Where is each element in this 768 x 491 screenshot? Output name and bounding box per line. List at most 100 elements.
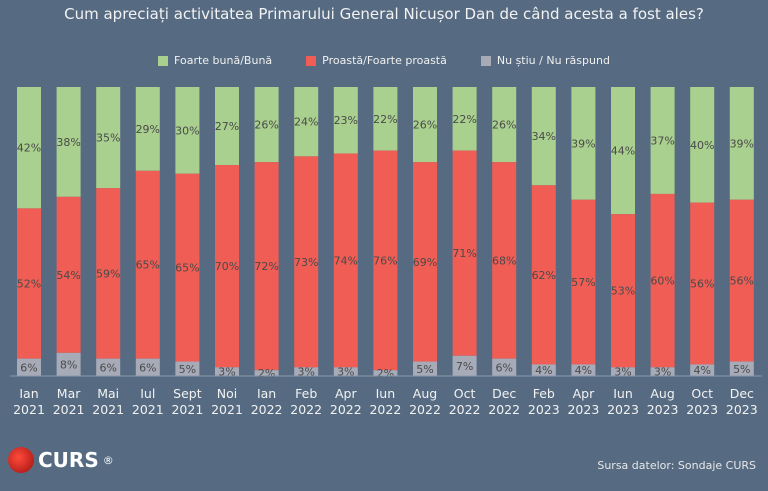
bar-segment-unknown: [333, 367, 358, 376]
data-label: 72%: [254, 260, 278, 273]
bar-segment-unknown: [611, 367, 635, 376]
data-label: 26%: [254, 119, 278, 132]
legend-item-unknown: Nu știu / Nu răspund: [480, 54, 610, 67]
x-tick-label: Dec: [492, 386, 516, 401]
data-label: 52%: [17, 278, 41, 291]
x-tick-label: Oct: [691, 386, 713, 401]
x-tick-label: Sept: [173, 386, 202, 401]
bar-segment-bad: [175, 173, 200, 362]
data-label: 24%: [294, 116, 318, 129]
data-label: 59%: [96, 267, 120, 280]
legend-label: Proastă/Foarte proastă: [322, 54, 447, 67]
legend-label: Foarte bună/Bună: [174, 54, 273, 67]
curs-logo: CURS ®: [8, 447, 114, 473]
data-label: 71%: [452, 247, 476, 260]
x-tick-label: 2023: [686, 402, 718, 417]
x-tick-label: 2022: [251, 402, 283, 417]
data-label: 30%: [175, 124, 199, 137]
x-tick-label: Ian: [257, 386, 276, 401]
data-label: 39%: [730, 137, 754, 150]
bar-segment-unknown: [294, 367, 319, 376]
data-label: 26%: [492, 119, 516, 132]
x-tick-label: Feb: [533, 386, 555, 401]
data-label: 6%: [139, 361, 156, 374]
data-label: 69%: [413, 256, 437, 269]
legend-swatch: [306, 55, 317, 66]
data-label: 3%: [337, 366, 354, 379]
bar-segment-bad: [571, 199, 596, 365]
x-tick-label: Apr: [573, 386, 595, 401]
bar-segment-good: [294, 87, 319, 157]
bar-segment-unknown: [96, 358, 121, 376]
bar-segment-good: [254, 87, 279, 163]
chart-title: Cum apreciați activitatea Primarului Gen…: [64, 5, 704, 23]
bar-segment-bad: [611, 214, 635, 368]
bar-segment-good: [413, 87, 437, 163]
legend-label: Nu știu / Nu răspund: [496, 54, 610, 67]
x-tick-label: 2022: [369, 402, 401, 417]
x-tick-label: 2022: [290, 402, 322, 417]
bar-segment-unknown: [650, 367, 675, 376]
logo-text: CURS: [38, 448, 99, 472]
data-label: 56%: [730, 275, 754, 288]
x-tick-label: Ian: [19, 386, 38, 401]
data-label: 4%: [575, 364, 592, 377]
bar-segment-good: [531, 87, 556, 186]
bar-segment-good: [96, 87, 121, 189]
data-label: 40%: [690, 139, 714, 152]
data-label: 4%: [535, 364, 552, 377]
bar-segment-unknown: [492, 358, 517, 376]
data-label: 44%: [611, 145, 635, 158]
bar-segment-unknown: [215, 367, 239, 376]
x-tick-label: 2023: [607, 402, 639, 417]
x-tick-label: 2021: [53, 402, 85, 417]
data-label: 57%: [571, 276, 595, 289]
data-label: 2%: [377, 367, 394, 380]
data-label: 3%: [218, 366, 235, 379]
bar-segment-unknown: [571, 364, 596, 376]
x-tick-label: Apr: [335, 386, 357, 401]
x-tick-label: 2023: [528, 402, 560, 417]
data-label: 3%: [614, 366, 631, 379]
x-tick-label: 2022: [449, 402, 481, 417]
data-label: 6%: [99, 361, 116, 374]
registered-mark: ®: [102, 453, 114, 467]
data-label: 53%: [611, 285, 635, 298]
bar-segment-good: [175, 87, 200, 174]
data-label: 5%: [733, 363, 750, 376]
x-tick-label: Dec: [730, 386, 754, 401]
data-label: 37%: [650, 134, 674, 147]
bar-segment-unknown: [17, 358, 41, 376]
bar-segment-unknown: [135, 358, 160, 376]
data-label: 29%: [136, 123, 160, 136]
bar-segment-bad: [17, 208, 41, 359]
x-tick-label: Aug: [650, 386, 674, 401]
bar-segment-bad: [413, 162, 437, 362]
bar-segment-good: [492, 87, 517, 163]
data-label: 6%: [495, 361, 512, 374]
data-label: 2%: [258, 367, 275, 380]
data-label: 65%: [136, 259, 160, 272]
bar-segment-bad: [135, 170, 160, 359]
data-label: 6%: [20, 361, 37, 374]
bar-segment-unknown: [729, 361, 754, 376]
bar-segment-unknown: [531, 364, 556, 376]
bar-segment-bad: [531, 185, 556, 365]
bar-segment-bad: [492, 162, 517, 359]
legend-swatch: [158, 55, 169, 66]
x-tick-label: Mai: [97, 386, 119, 401]
data-label: 42%: [17, 142, 41, 155]
data-label: 35%: [96, 132, 120, 145]
bar-segment-bad: [452, 150, 477, 356]
bar-segment-good: [135, 87, 160, 171]
data-label: 22%: [452, 113, 476, 126]
data-label: 22%: [373, 113, 397, 126]
data-label: 7%: [456, 360, 473, 373]
bar-segment-bad: [333, 153, 358, 368]
bar-segment-good: [729, 87, 754, 200]
x-tick-label: Feb: [295, 386, 317, 401]
data-label: 34%: [532, 130, 556, 143]
bar-segment-good: [215, 87, 239, 166]
x-tick-label: 2023: [567, 402, 599, 417]
data-label: 3%: [297, 366, 314, 379]
